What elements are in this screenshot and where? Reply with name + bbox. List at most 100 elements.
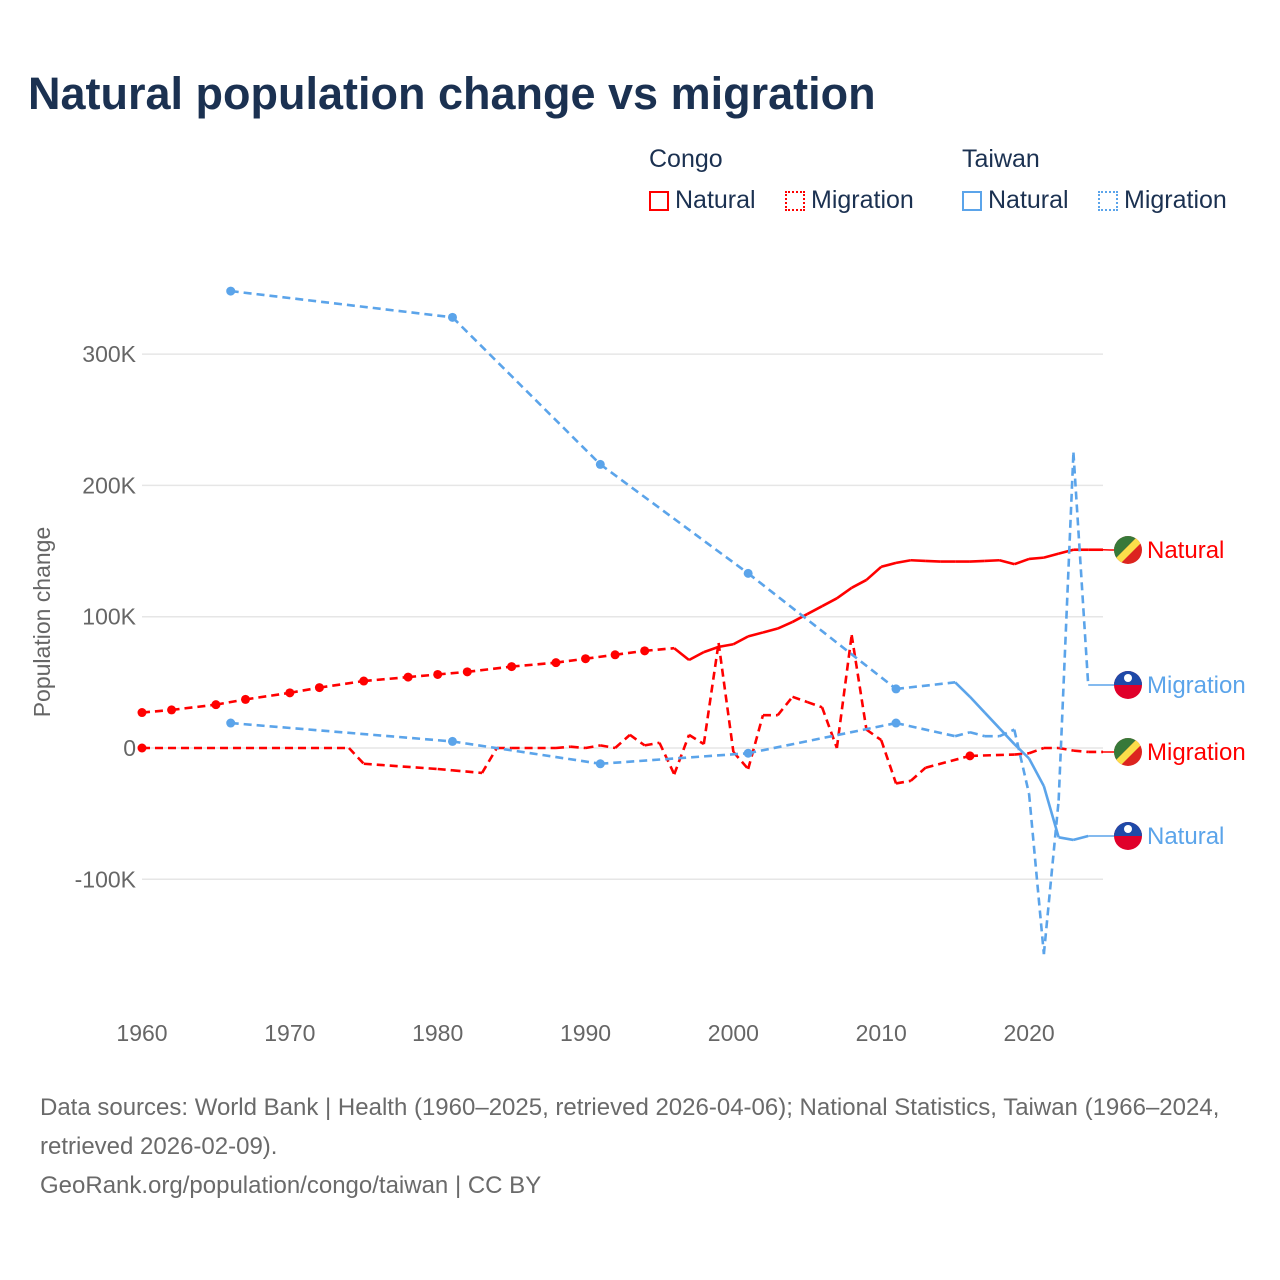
- y-tick-label: 0: [123, 735, 136, 761]
- series-segment: [570, 745, 586, 750]
- dotted-swatch-icon: [1098, 190, 1118, 211]
- series-segment: [688, 733, 705, 746]
- series-segment: [673, 647, 690, 662]
- series-segment: [1057, 452, 1075, 801]
- legend-group-title: Congo: [649, 145, 723, 173]
- series-segment: [1028, 556, 1044, 561]
- data-point: [743, 568, 753, 578]
- series-segment: [998, 728, 1015, 738]
- data-point: [640, 646, 650, 656]
- series-segment: [437, 670, 468, 676]
- series-segment: [673, 734, 691, 775]
- series-segment: [644, 741, 660, 747]
- series-segment: [895, 779, 912, 785]
- series-segment: [688, 651, 705, 662]
- series-segment: [777, 620, 794, 630]
- series-segment: [925, 754, 971, 769]
- series-segment: [895, 721, 956, 738]
- legend-item-congo-migration[interactable]: Migration: [785, 186, 914, 215]
- legend-item-taiwan-migration[interactable]: Migration: [1098, 186, 1227, 215]
- series-segment: [600, 744, 616, 750]
- series-segment: [451, 316, 602, 466]
- y-tick-label: -100K: [75, 866, 137, 892]
- data-point: [137, 708, 147, 718]
- data-point: [167, 705, 177, 715]
- data-point: [743, 748, 753, 758]
- legend-group-title: Taiwan: [962, 145, 1040, 173]
- series-segment: [865, 565, 883, 581]
- data-point: [581, 654, 591, 664]
- series-segment: [969, 559, 985, 563]
- series-segment: [746, 714, 765, 770]
- series-segment: [954, 730, 971, 738]
- series-segment: [408, 673, 438, 679]
- legend-label: Migration: [811, 186, 914, 214]
- data-point: [595, 459, 605, 469]
- series-segment: [1058, 836, 1074, 842]
- data-point: [211, 700, 221, 710]
- series-segment: [703, 645, 720, 654]
- series-segment: [806, 605, 823, 616]
- data-point: [462, 667, 472, 677]
- series-segment: [836, 586, 853, 600]
- series-segment: [747, 631, 764, 638]
- series-end-label: Migration: [1147, 739, 1246, 766]
- legend-group-congo: Congo Natural Migration: [649, 145, 949, 225]
- data-point: [240, 694, 250, 704]
- series-segment: [954, 681, 971, 698]
- series-segment: [999, 558, 1015, 566]
- x-tick-label: 1990: [560, 1020, 611, 1046]
- series-segment: [141, 708, 172, 714]
- series-segment: [762, 627, 779, 634]
- data-point: [447, 736, 457, 746]
- series-segment: [1043, 552, 1059, 559]
- series-segment: [511, 661, 557, 668]
- series-end-label: Natural: [1147, 537, 1224, 564]
- series-segment: [835, 634, 853, 749]
- series-segment: [1027, 757, 1046, 787]
- legend-group-taiwan: Taiwan Natural Migration: [962, 145, 1262, 225]
- legend-item-taiwan-natural[interactable]: Natural: [962, 186, 1069, 215]
- series-segment: [791, 612, 808, 624]
- data-point: [891, 718, 901, 728]
- chart-title: Natural population change vs migration: [28, 68, 876, 119]
- y-tick-label: 100K: [82, 604, 136, 630]
- series-segment: [851, 578, 868, 589]
- data-point: [285, 688, 295, 698]
- series-segment: [880, 561, 897, 569]
- series-segment: [599, 463, 749, 575]
- series-segment: [363, 675, 409, 683]
- legend-item-congo-natural[interactable]: Natural: [649, 186, 756, 215]
- series-segment: [230, 721, 453, 743]
- series-segment: [969, 753, 1015, 758]
- series-segment: [215, 698, 246, 706]
- series-segment: [585, 653, 616, 661]
- dotted-swatch-icon: [785, 190, 805, 211]
- credit-link[interactable]: GeoRank.org/population/congo/taiwan | CC…: [40, 1172, 542, 1199]
- legend-label: Migration: [1124, 186, 1227, 214]
- series-segment: [895, 558, 912, 565]
- x-tick-label: 1970: [264, 1020, 315, 1046]
- taiwan-flag-icon: [1114, 822, 1142, 850]
- series-segment: [998, 727, 1016, 745]
- series-segment: [1073, 834, 1089, 842]
- series-segment: [1073, 749, 1089, 754]
- series-segment: [702, 642, 720, 745]
- series-segment: [880, 739, 898, 784]
- footer: Data sources: World Bank | Health (1960–…: [40, 1088, 1260, 1205]
- data-point: [551, 658, 561, 668]
- data-point: [433, 669, 443, 679]
- series-segment: [480, 747, 498, 774]
- series-segment: [452, 769, 483, 775]
- series-segment: [555, 745, 571, 750]
- series-segment: [820, 706, 839, 749]
- series-segment: [614, 733, 631, 749]
- series-segment: [1027, 793, 1046, 955]
- data-point: [403, 672, 413, 682]
- series-end-label: Natural: [1147, 823, 1224, 850]
- data-point: [891, 684, 901, 694]
- x-tick-label: 2000: [708, 1020, 759, 1046]
- series-segment: [1058, 548, 1074, 555]
- series-segment: [1013, 743, 1030, 760]
